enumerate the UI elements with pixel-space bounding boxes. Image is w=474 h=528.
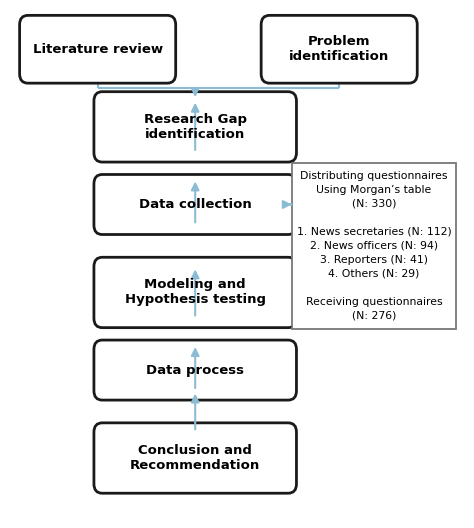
Text: Data collection: Data collection: [139, 198, 252, 211]
Text: Conclusion and
Recommendation: Conclusion and Recommendation: [130, 444, 260, 472]
Text: Distributing questionnaires: Distributing questionnaires: [301, 171, 448, 181]
FancyBboxPatch shape: [94, 174, 296, 234]
Text: Research Gap
identification: Research Gap identification: [144, 113, 246, 141]
Text: 1. News secretaries (N: 112): 1. News secretaries (N: 112): [297, 227, 451, 237]
Text: 4. Others (N: 29): 4. Others (N: 29): [328, 269, 419, 279]
FancyBboxPatch shape: [19, 15, 176, 83]
Text: 2. News officers (N: 94): 2. News officers (N: 94): [310, 241, 438, 251]
FancyBboxPatch shape: [94, 423, 296, 493]
FancyBboxPatch shape: [94, 92, 296, 162]
Text: Problem
identification: Problem identification: [289, 35, 389, 63]
Text: (N: 276): (N: 276): [352, 311, 396, 321]
FancyBboxPatch shape: [292, 163, 456, 328]
FancyBboxPatch shape: [261, 15, 417, 83]
Text: Modeling and
Hypothesis testing: Modeling and Hypothesis testing: [125, 278, 266, 306]
Text: Literature review: Literature review: [33, 43, 163, 56]
Text: Data process: Data process: [146, 364, 244, 376]
Text: Receiving questionnaires: Receiving questionnaires: [306, 297, 442, 307]
Text: (N: 330): (N: 330): [352, 199, 396, 209]
Text: Using Morgan’s table: Using Morgan’s table: [317, 185, 432, 195]
FancyBboxPatch shape: [94, 340, 296, 400]
Text: 3. Reporters (N: 41): 3. Reporters (N: 41): [320, 255, 428, 265]
FancyBboxPatch shape: [94, 257, 296, 328]
